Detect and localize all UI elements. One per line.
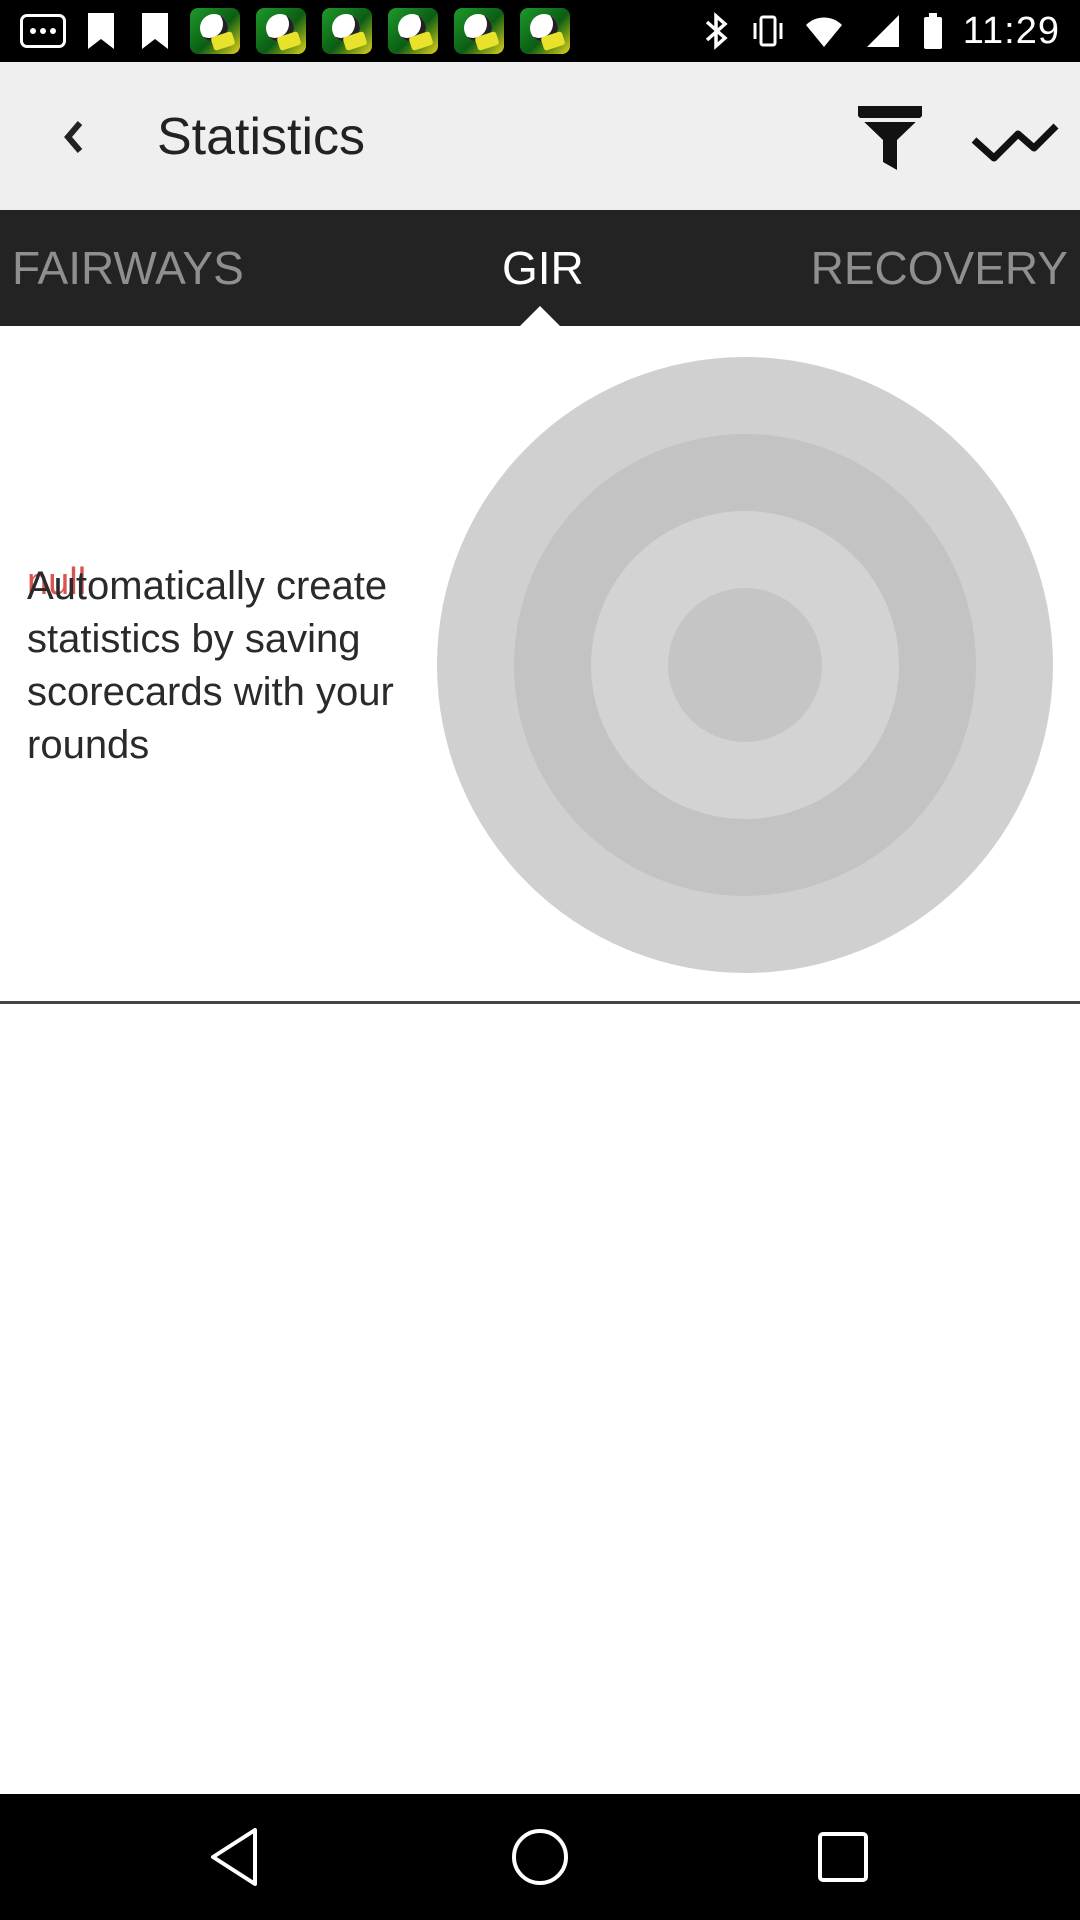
soccer-app-icon bbox=[256, 8, 306, 54]
status-bar: 11:29 bbox=[0, 0, 1080, 62]
trend-line-icon[interactable] bbox=[970, 102, 1060, 174]
back-button[interactable] bbox=[40, 102, 110, 172]
bookmark-icon bbox=[142, 13, 168, 49]
more-dots-icon bbox=[20, 14, 66, 48]
active-tab-indicator bbox=[520, 306, 560, 326]
recent-square-icon[interactable] bbox=[808, 1822, 878, 1892]
battery-icon bbox=[923, 13, 942, 49]
soccer-app-icon bbox=[388, 8, 438, 54]
clock: 11:29 bbox=[962, 9, 1060, 52]
notification-area bbox=[20, 8, 570, 54]
back-triangle-icon[interactable] bbox=[203, 1822, 273, 1892]
signal-icon bbox=[866, 15, 899, 47]
target-icon bbox=[437, 357, 1053, 973]
null-label: null bbox=[27, 561, 87, 603]
bluetooth-icon bbox=[705, 12, 728, 50]
bookmark-icon bbox=[88, 13, 114, 49]
soccer-app-icon bbox=[520, 8, 570, 54]
system-nav-bar bbox=[0, 1794, 1080, 1920]
tab-gir[interactable]: GIR bbox=[502, 242, 584, 294]
tab-fairways[interactable]: FAIRWAYS bbox=[12, 242, 244, 294]
home-circle-icon[interactable] bbox=[505, 1822, 575, 1892]
system-status-area: 11:29 bbox=[699, 6, 1060, 56]
wifi-icon bbox=[805, 17, 842, 47]
soccer-app-icon bbox=[322, 8, 372, 54]
vibrate-icon bbox=[753, 15, 783, 47]
divider bbox=[0, 1001, 1080, 1004]
tab-recovery[interactable]: RECOVERY bbox=[810, 242, 1068, 294]
app-bar: Statistics bbox=[0, 62, 1080, 210]
empty-state-message: Automatically create statistics by savin… bbox=[27, 564, 394, 767]
soccer-app-icon bbox=[190, 8, 240, 54]
soccer-app-icon bbox=[454, 8, 504, 54]
filter-icon[interactable] bbox=[855, 102, 925, 174]
page-title: Statistics bbox=[157, 108, 366, 166]
chevron-left-icon bbox=[64, 121, 83, 153]
